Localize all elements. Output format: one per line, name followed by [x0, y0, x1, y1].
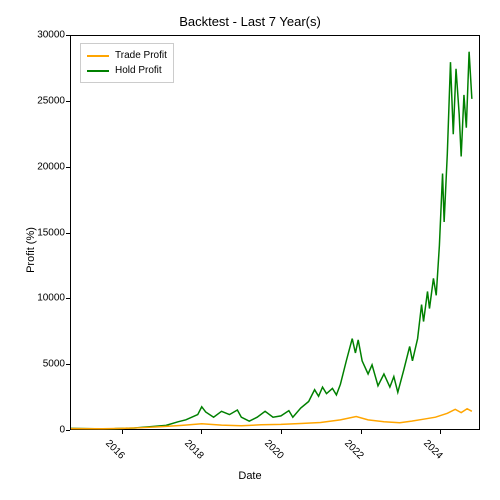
xtick-label: 2018	[182, 438, 206, 462]
xtick-mark	[122, 430, 123, 434]
legend-label: Trade Profit	[115, 50, 167, 61]
xtick-label: 2022	[342, 438, 366, 462]
ytick-label: 25000	[37, 95, 65, 106]
legend-swatch	[87, 70, 109, 72]
ytick-mark	[66, 35, 70, 36]
ytick-mark	[66, 233, 70, 234]
series-line	[71, 409, 472, 429]
series-line	[71, 52, 472, 429]
legend-swatch	[87, 55, 109, 57]
ytick-mark	[66, 101, 70, 102]
xtick-mark	[281, 430, 282, 434]
chart-title: Backtest - Last 7 Year(s)	[0, 14, 500, 29]
legend-item: Hold Profit	[87, 63, 167, 78]
legend-label: Hold Profit	[115, 65, 162, 76]
ytick-label: 0	[59, 425, 65, 436]
ytick-mark	[66, 167, 70, 168]
ytick-label: 30000	[37, 30, 65, 41]
ytick-mark	[66, 364, 70, 365]
series-svg	[71, 36, 479, 429]
ytick-label: 5000	[43, 359, 65, 370]
xtick-label: 2016	[103, 438, 127, 462]
legend-item: Trade Profit	[87, 48, 167, 63]
xtick-mark	[440, 430, 441, 434]
ytick-label: 10000	[37, 293, 65, 304]
xtick-mark	[361, 430, 362, 434]
plot-area	[70, 35, 480, 430]
ytick-label: 20000	[37, 161, 65, 172]
ytick-mark	[66, 298, 70, 299]
backtest-chart: Backtest - Last 7 Year(s) Profit (%) Dat…	[0, 0, 500, 500]
xtick-label: 2024	[421, 438, 445, 462]
xtick-mark	[201, 430, 202, 434]
legend: Trade Profit Hold Profit	[80, 43, 174, 83]
ytick-label: 15000	[37, 227, 65, 238]
y-axis-label: Profit (%)	[25, 227, 37, 273]
x-axis-label: Date	[0, 470, 500, 482]
xtick-label: 2020	[262, 438, 286, 462]
ytick-mark	[66, 430, 70, 431]
